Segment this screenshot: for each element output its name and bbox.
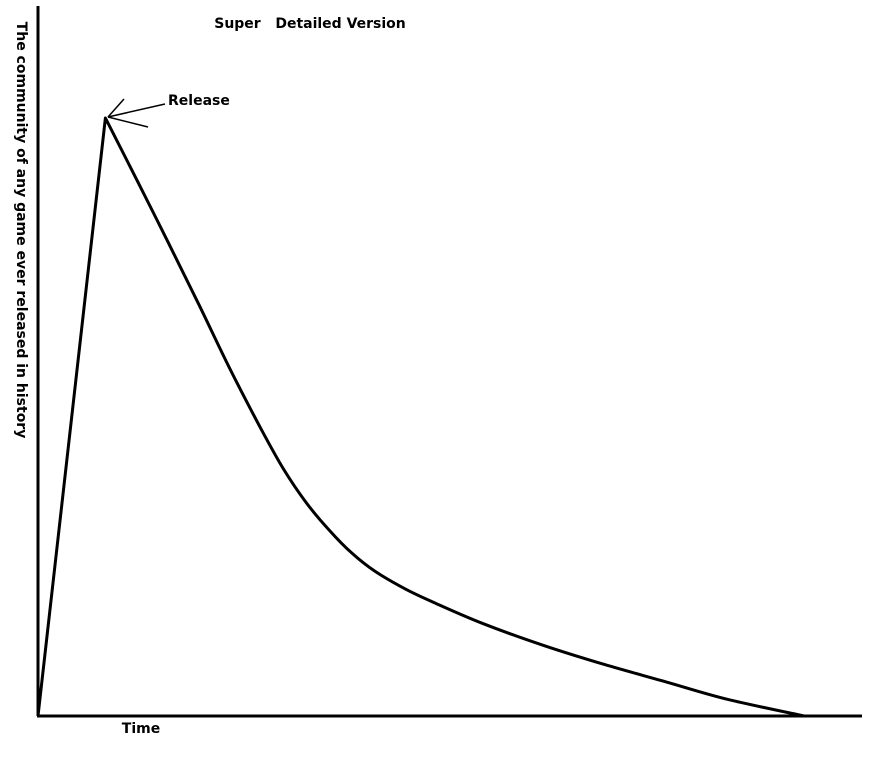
release-label: Release — [168, 93, 230, 109]
release-annotation: Release — [107, 93, 230, 128]
release-arrow-head-upper — [107, 98, 125, 118]
chart-title: Super Detailed Version — [214, 16, 406, 32]
series-line-0 — [36, 116, 805, 718]
series-layer — [36, 116, 805, 718]
x-axis-label: Time — [122, 721, 160, 737]
y-axis-label: The community of any game ever released … — [13, 22, 29, 439]
release-arrow-shaft — [107, 103, 166, 118]
release-arrow-head-lower — [107, 116, 149, 128]
